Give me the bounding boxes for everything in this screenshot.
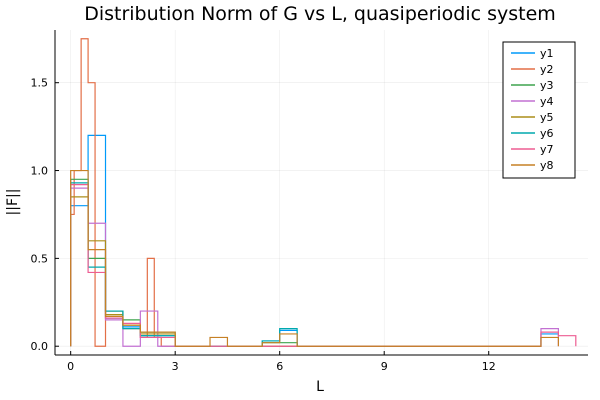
tick-labels: 0 3 6 9 12 0.0 0.5 1.0 1.5 <box>31 77 496 373</box>
legend-label-y4: y4 <box>540 95 554 108</box>
y-tick-label: 1.5 <box>31 77 49 90</box>
y-tick-label: 0.0 <box>31 340 49 353</box>
x-tick-label: 0 <box>67 360 74 373</box>
series-line-y2 <box>70 38 541 347</box>
legend-label-y6: y6 <box>540 127 554 140</box>
series-line-y7 <box>70 183 577 347</box>
series-lines <box>70 38 577 347</box>
chart-title: Distribution Norm of G vs L, quasiperiod… <box>84 3 556 25</box>
legend-label-y7: y7 <box>540 143 554 156</box>
series-line-y8 <box>70 169 559 347</box>
x-tick-label: 3 <box>172 360 179 373</box>
x-axis-label: L <box>316 379 324 395</box>
x-tick-label: 6 <box>276 360 283 373</box>
y-axis-label: ||F|| <box>5 189 21 216</box>
legend-label-y5: y5 <box>540 111 554 124</box>
x-tick-label: 9 <box>381 360 388 373</box>
x-tick-label: 12 <box>482 360 496 373</box>
series-line-y6 <box>70 182 541 347</box>
series-line-y5 <box>70 196 541 347</box>
axes <box>54 30 588 356</box>
legend-label-y2: y2 <box>540 63 554 76</box>
legend-label-y8: y8 <box>540 159 554 172</box>
series-line-y1 <box>70 134 559 347</box>
y-tick-label: 0.5 <box>31 252 49 265</box>
legend-label-y1: y1 <box>540 47 554 60</box>
legend-label-y3: y3 <box>540 79 554 92</box>
legend: y1 y2 y3 y4 y5 y6 y7 y8 <box>502 41 576 179</box>
series-line-y3 <box>70 178 541 347</box>
legend-box <box>502 41 576 179</box>
series-line-y4 <box>70 187 559 347</box>
y-tick-label: 1.0 <box>31 165 49 178</box>
